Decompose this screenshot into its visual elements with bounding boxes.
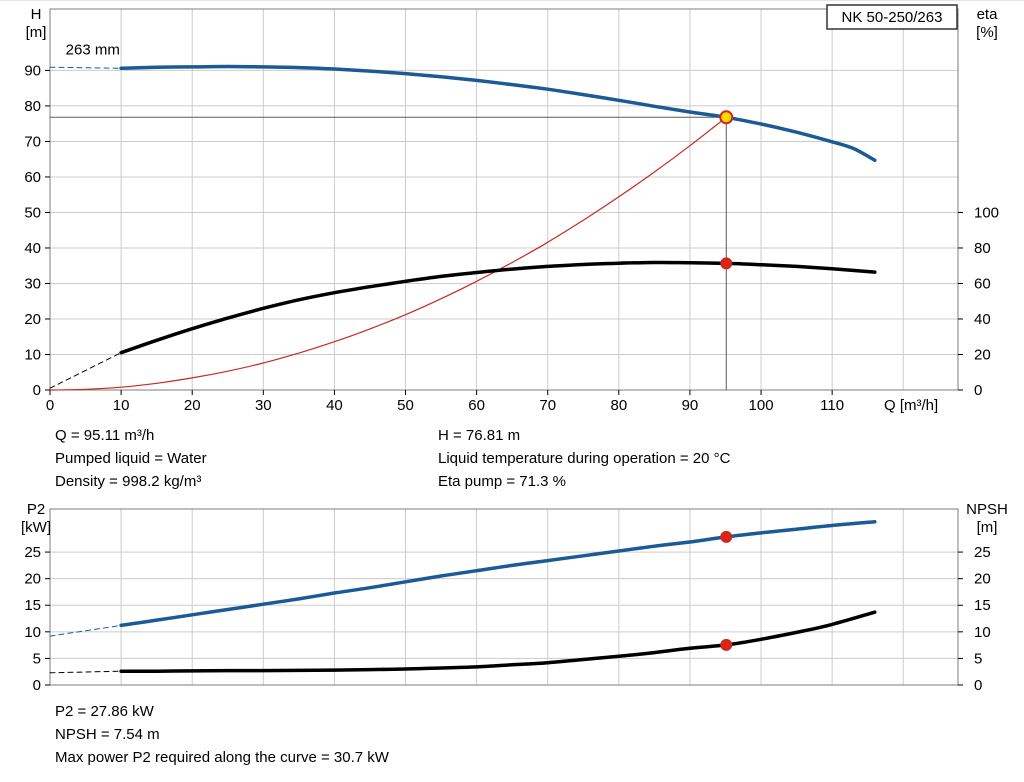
- y-left-tick-label: 10: [24, 624, 41, 641]
- y-left-tick-label: 30: [24, 275, 41, 292]
- p2-point-marker[interactable]: [720, 530, 733, 543]
- x-tick-label: 40: [326, 397, 343, 414]
- y-left-axis-label: [m]: [26, 24, 47, 41]
- info-max-power: Max power P2 required along the curve = …: [55, 749, 389, 766]
- x-tick-label: 90: [682, 397, 699, 414]
- eta-point-marker[interactable]: [720, 257, 733, 270]
- npsh-curve-extrapolated[interactable]: [49, 670, 122, 674]
- plot-frame: [49, 508, 959, 686]
- eta-curve-extrapolated[interactable]: [49, 352, 122, 389]
- y-right-tick-label: 15: [974, 597, 991, 614]
- y-right-axis-label: [m]: [977, 519, 998, 536]
- info-pumped-liquid: Pumped liquid = Water: [55, 450, 207, 467]
- y-left-tick-label: 0: [33, 677, 41, 694]
- p2-curve[interactable]: [119, 520, 877, 628]
- x-tick-label: 80: [610, 397, 627, 414]
- head-curve[interactable]: [119, 64, 877, 163]
- pump-title: NK 50-250/263: [842, 9, 943, 26]
- npsh-curve[interactable]: [119, 610, 877, 673]
- y-left-tick-label: 70: [24, 133, 41, 150]
- duty-point-marker[interactable]: [719, 110, 734, 125]
- y-left-axis-label: P2: [27, 501, 45, 518]
- y-left-tick-label: 5: [33, 650, 41, 667]
- y-right-tick-label: 20: [974, 571, 991, 588]
- p2-npsh-chart: 0 5 10 15 20 25 0 5 10 15 20 25 P2[kW] NPSH[m]: [21, 501, 1008, 694]
- y-left-tick-label: 50: [24, 204, 41, 221]
- x-axis-label: Q [m³/h]: [884, 397, 938, 414]
- y-right-tick-label: 5: [974, 650, 982, 667]
- plot-frame: [49, 8, 959, 391]
- info-eta-pump: Eta pump = 71.3 %: [438, 473, 566, 490]
- x-tick-label: 100: [749, 397, 774, 414]
- y-left-axis-label: [kW]: [21, 519, 51, 536]
- y-left-tick-label: 90: [24, 62, 41, 79]
- y-right-tick-label: 40: [974, 311, 991, 328]
- y-left-tick-label: 60: [24, 169, 41, 186]
- y-right-axis-label: eta: [977, 6, 999, 23]
- y-left-axis-label: H: [31, 6, 42, 23]
- y-right-tick-label: 25: [974, 544, 991, 561]
- qh-eta-chart: 0 10 20 30 40 50 60 70 80 90 0 20 40 60 80 100 0 10 20 30 40…: [24, 4, 999, 414]
- y-right-tick-label: 60: [974, 275, 991, 292]
- x-tick-label: 30: [255, 397, 272, 414]
- x-tick-label: 60: [468, 397, 485, 414]
- p2-curve-extrapolated[interactable]: [49, 624, 122, 637]
- pump-title-box: [826, 4, 958, 30]
- y-left-tick-label: 20: [24, 571, 41, 588]
- power-npsh-info: P2 = 27.86 kW NPSH = 7.54 m Max power P2…: [55, 700, 389, 769]
- eta-curve[interactable]: [119, 260, 877, 355]
- y-left-tick-label: 20: [24, 311, 41, 328]
- y-right-tick-label: 80: [974, 240, 991, 257]
- duty-info-left: Q = 95.11 m³/h Pumped liquid = Water Den…: [55, 424, 207, 493]
- y-right-tick-label: 10: [974, 624, 991, 641]
- info-npsh: NPSH = 7.54 m: [55, 726, 160, 743]
- y-left-tick-label: 10: [24, 346, 41, 363]
- y-right-tick-label: 20: [974, 346, 991, 363]
- info-density: Density = 998.2 kg/m³: [55, 473, 202, 490]
- info-flow: Q = 95.11 m³/h: [55, 427, 155, 444]
- y-left-tick-label: 40: [24, 240, 41, 257]
- y-right-tick-label: 0: [974, 382, 982, 399]
- y-left-tick-label: 25: [24, 544, 41, 561]
- impeller-size-label: 263 mm: [66, 41, 120, 58]
- system-curve[interactable]: [49, 116, 727, 391]
- info-p2: P2 = 27.86 kW: [55, 703, 154, 720]
- y-right-tick-label: 100: [974, 204, 999, 221]
- duty-info-right: H = 76.81 m Liquid temperature during op…: [438, 424, 730, 493]
- x-tick-label: 0: [46, 397, 54, 414]
- npsh-point-marker[interactable]: [720, 638, 733, 651]
- info-liquid-temperature: Liquid temperature during operation = 20…: [438, 450, 731, 467]
- y-left-tick-label: 0: [33, 382, 41, 399]
- y-right-axis-label: NPSH: [966, 501, 1008, 518]
- plot-area[interactable]: [50, 509, 958, 685]
- y-right-axis-label: [%]: [976, 24, 998, 41]
- x-tick-label: 110: [820, 397, 844, 414]
- x-tick-label: 20: [184, 397, 201, 414]
- x-tick-label: 10: [113, 397, 130, 414]
- y-left-tick-label: 80: [24, 98, 41, 115]
- x-tick-label: 50: [397, 397, 414, 414]
- info-head: H = 76.81 m: [438, 427, 521, 444]
- head-curve-extrapolated[interactable]: [49, 66, 122, 69]
- y-right-tick-label: 0: [974, 677, 982, 694]
- y-left-tick-label: 15: [24, 597, 41, 614]
- x-tick-label: 70: [539, 397, 556, 414]
